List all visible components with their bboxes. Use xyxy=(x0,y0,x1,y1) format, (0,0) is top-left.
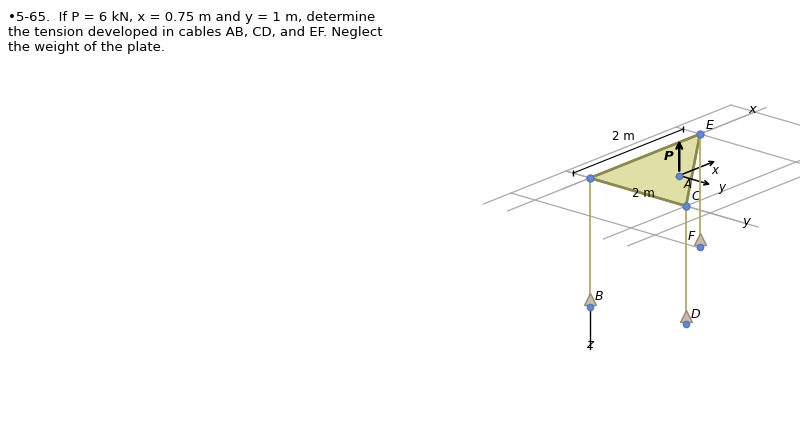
Text: P: P xyxy=(663,150,674,163)
Text: z: z xyxy=(586,339,594,352)
Text: F: F xyxy=(688,230,695,243)
Text: x: x xyxy=(749,103,757,116)
Text: E: E xyxy=(706,119,714,132)
Polygon shape xyxy=(590,134,700,206)
Text: •5-65.  If P = 6 kN, x = 0.75 m and y = 1 m, determine
the tension developed in : •5-65. If P = 6 kN, x = 0.75 m and y = 1… xyxy=(8,11,382,54)
Text: y: y xyxy=(718,181,725,194)
Text: C: C xyxy=(691,190,700,203)
Text: y: y xyxy=(742,215,750,228)
Text: D: D xyxy=(691,307,701,320)
Text: A: A xyxy=(683,178,691,191)
Text: B: B xyxy=(595,291,604,304)
Text: 2 m: 2 m xyxy=(631,187,654,200)
Text: 2 m: 2 m xyxy=(612,130,634,143)
Text: x: x xyxy=(711,164,718,177)
